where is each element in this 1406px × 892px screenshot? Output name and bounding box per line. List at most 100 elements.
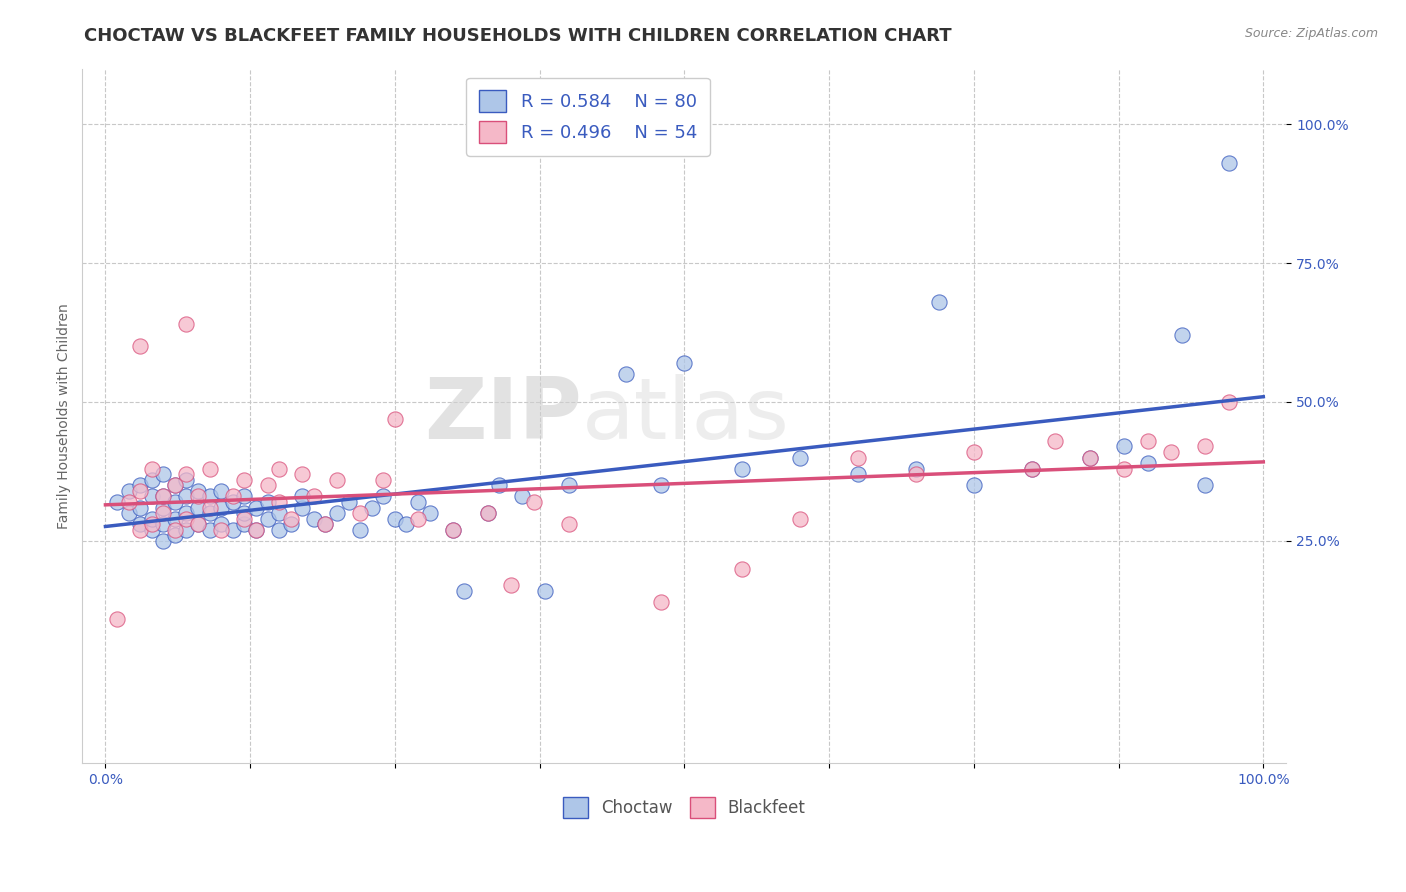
- Point: [534, 583, 557, 598]
- Point: [117, 506, 139, 520]
- Point: [406, 495, 429, 509]
- Point: [1021, 461, 1043, 475]
- Point: [233, 473, 256, 487]
- Point: [163, 495, 186, 509]
- Point: [209, 500, 232, 515]
- Point: [141, 473, 163, 487]
- Point: [650, 595, 672, 609]
- Point: [152, 467, 174, 482]
- Text: Source: ZipAtlas.com: Source: ZipAtlas.com: [1244, 27, 1378, 40]
- Point: [1171, 328, 1194, 343]
- Point: [269, 461, 291, 475]
- Point: [1136, 434, 1159, 448]
- Point: [129, 523, 152, 537]
- Point: [1218, 156, 1240, 170]
- Point: [477, 506, 499, 520]
- Point: [650, 478, 672, 492]
- Point: [395, 517, 418, 532]
- Point: [233, 517, 256, 532]
- Point: [1218, 395, 1240, 409]
- Point: [129, 517, 152, 532]
- Point: [269, 495, 291, 509]
- Point: [163, 478, 186, 492]
- Point: [176, 506, 198, 520]
- Point: [1078, 450, 1101, 465]
- Point: [233, 511, 256, 525]
- Point: [673, 356, 696, 370]
- Point: [731, 561, 754, 575]
- Point: [291, 467, 314, 482]
- Point: [1114, 439, 1136, 453]
- Point: [209, 483, 232, 498]
- Point: [163, 523, 186, 537]
- Y-axis label: Family Households with Children: Family Households with Children: [58, 303, 72, 529]
- Point: [314, 517, 336, 532]
- Point: [129, 483, 152, 498]
- Point: [187, 490, 209, 504]
- Point: [163, 528, 186, 542]
- Point: [163, 478, 186, 492]
- Point: [141, 517, 163, 532]
- Point: [349, 523, 371, 537]
- Point: [963, 445, 986, 459]
- Point: [846, 450, 869, 465]
- Point: [152, 517, 174, 532]
- Point: [256, 511, 278, 525]
- Point: [291, 490, 314, 504]
- Point: [510, 490, 533, 504]
- Point: [280, 511, 302, 525]
- Point: [187, 517, 209, 532]
- Point: [256, 478, 278, 492]
- Point: [222, 490, 245, 504]
- Point: [198, 523, 221, 537]
- Text: atlas: atlas: [582, 375, 790, 458]
- Point: [349, 506, 371, 520]
- Point: [187, 483, 209, 498]
- Point: [846, 467, 869, 482]
- Point: [187, 517, 209, 532]
- Point: [245, 523, 267, 537]
- Point: [373, 490, 395, 504]
- Point: [441, 523, 464, 537]
- Point: [152, 533, 174, 548]
- Point: [557, 478, 579, 492]
- Point: [209, 523, 232, 537]
- Point: [523, 495, 546, 509]
- Point: [117, 483, 139, 498]
- Point: [256, 495, 278, 509]
- Point: [1194, 439, 1216, 453]
- Point: [1021, 461, 1043, 475]
- Point: [141, 490, 163, 504]
- Point: [406, 511, 429, 525]
- Point: [731, 461, 754, 475]
- Point: [105, 612, 128, 626]
- Point: [176, 490, 198, 504]
- Point: [789, 511, 811, 525]
- Point: [198, 500, 221, 515]
- Point: [176, 473, 198, 487]
- Point: [477, 506, 499, 520]
- Point: [616, 367, 638, 381]
- Text: ZIP: ZIP: [425, 375, 582, 458]
- Point: [129, 339, 152, 353]
- Point: [129, 478, 152, 492]
- Point: [152, 490, 174, 504]
- Point: [1160, 445, 1182, 459]
- Point: [152, 506, 174, 520]
- Point: [557, 517, 579, 532]
- Point: [141, 461, 163, 475]
- Point: [152, 490, 174, 504]
- Point: [209, 517, 232, 532]
- Point: [1136, 456, 1159, 470]
- Point: [198, 490, 221, 504]
- Legend: Choctaw, Blackfeet: Choctaw, Blackfeet: [557, 790, 813, 824]
- Point: [176, 523, 198, 537]
- Point: [488, 478, 510, 492]
- Point: [928, 294, 950, 309]
- Point: [337, 495, 360, 509]
- Point: [373, 473, 395, 487]
- Point: [904, 461, 927, 475]
- Point: [441, 523, 464, 537]
- Point: [419, 506, 441, 520]
- Point: [163, 511, 186, 525]
